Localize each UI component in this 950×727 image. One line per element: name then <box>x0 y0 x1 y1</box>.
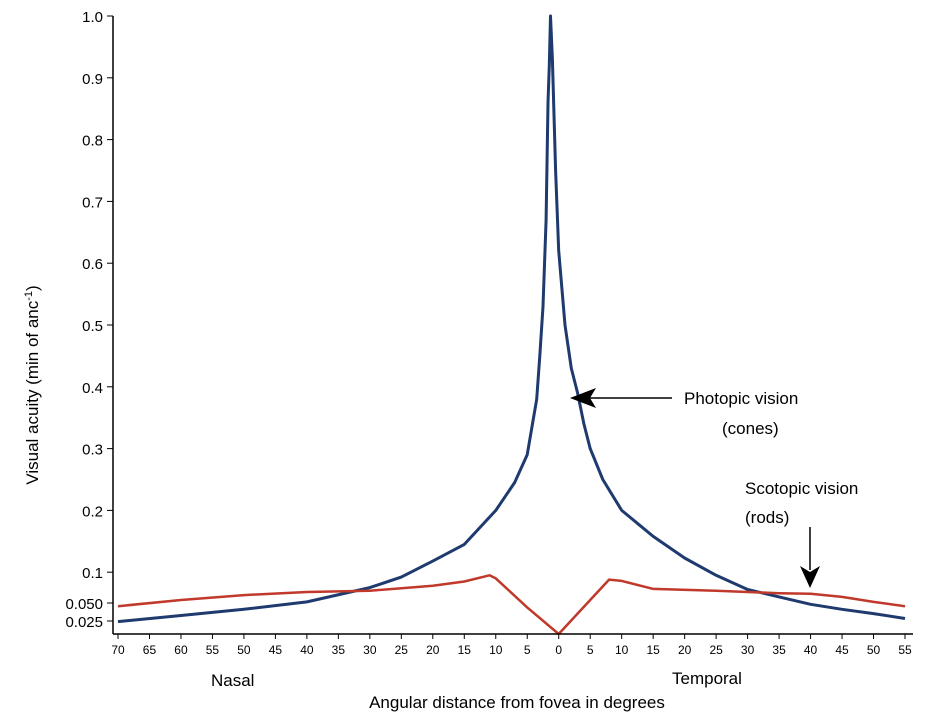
x-tick-label: 40 <box>300 643 314 657</box>
y-tick-label: 0.050 <box>65 596 103 613</box>
x-tick-label: 55 <box>206 643 220 657</box>
y-tick-label: 0.8 <box>82 133 103 150</box>
x-tick-label: 50 <box>237 643 251 657</box>
y-tick-label: 0.6 <box>82 256 103 273</box>
x-tick-label: 20 <box>678 643 692 657</box>
photopic-sublabel: (cones) <box>722 419 779 438</box>
x-tick-label: 45 <box>835 643 849 657</box>
scotopic-label: Scotopic vision <box>745 479 858 498</box>
x-tick-label: 0 <box>555 643 562 657</box>
x-tick-label: 25 <box>395 643 409 657</box>
x-tick-label: 40 <box>804 643 818 657</box>
y-tick-label: 0.5 <box>82 318 103 335</box>
x-tick-label: 5 <box>524 643 531 657</box>
x-tick-label: 15 <box>458 643 472 657</box>
x-tick-label: 50 <box>867 643 881 657</box>
y-tick-label: 0.7 <box>82 194 103 211</box>
nasal-label: Nasal <box>211 671 254 690</box>
scotopic-arrow-head <box>800 566 820 588</box>
y-tick-label: 0.4 <box>82 380 103 397</box>
y-tick-label: 0.1 <box>82 565 103 582</box>
photopic-arrow-head <box>570 388 596 408</box>
y-tick-label: 0.2 <box>82 503 103 520</box>
x-tick-label: 65 <box>143 643 157 657</box>
x-tick-label: 55 <box>898 643 912 657</box>
scotopic-series-line <box>117 574 906 636</box>
x-tick-label: 25 <box>709 643 723 657</box>
x-tick-label: 5 <box>587 643 594 657</box>
x-tick-label: 20 <box>426 643 440 657</box>
y-tick-label: 1.0 <box>82 9 103 26</box>
y-tick-label: 0.025 <box>65 614 103 631</box>
y-axis-label: Visual acuity (min of anc-1) <box>23 285 42 484</box>
x-tick-label: 35 <box>772 643 786 657</box>
x-tick-label: 30 <box>741 643 755 657</box>
y-tick-label: 0.9 <box>82 71 103 88</box>
x-tick-label: 30 <box>363 643 377 657</box>
x-axis-label: Angular distance from fovea in degrees <box>369 693 665 712</box>
y-tick-label: 0.3 <box>82 442 103 459</box>
x-tick-label: 10 <box>615 643 629 657</box>
scotopic-sublabel: (rods) <box>745 508 789 527</box>
photopic-series-line <box>117 14 906 624</box>
x-tick-label: 60 <box>174 643 188 657</box>
photopic-label: Photopic vision <box>684 389 798 408</box>
x-tick-label: 45 <box>269 643 283 657</box>
x-tick-label: 35 <box>332 643 346 657</box>
x-tick-label: 15 <box>646 643 660 657</box>
x-tick-label: 10 <box>489 643 503 657</box>
x-tick-label: 70 <box>111 643 125 657</box>
temporal-label: Temporal <box>672 669 742 688</box>
